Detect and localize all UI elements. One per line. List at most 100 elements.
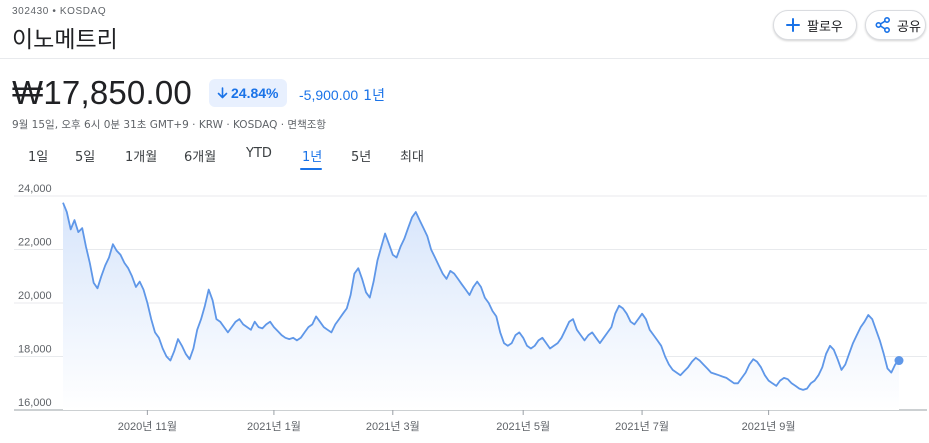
- price-point: [852, 342, 854, 344]
- price-point: [568, 321, 570, 323]
- share-button[interactable]: 공유: [865, 10, 926, 40]
- price-point: [419, 219, 421, 221]
- price-point: [588, 334, 590, 336]
- tab-6m[interactable]: 6개월: [184, 150, 217, 165]
- price-point: [265, 324, 267, 326]
- price-point: [837, 358, 839, 360]
- quote-meta: 9월 15일, 오후 6시 0분 31초 GMT+9 · KRW · KOSDA…: [12, 119, 327, 131]
- price-point: [338, 318, 340, 320]
- price-point: [85, 246, 87, 248]
- tab-1y[interactable]: 1년: [302, 150, 323, 165]
- price-point: [515, 334, 517, 336]
- price-point: [599, 342, 601, 344]
- price-point: [526, 345, 528, 347]
- x-axis: 2020년 11월 2021년 1월 2021년 3월 2021년 5월 2021년 7…: [118, 410, 796, 433]
- tab-1m[interactable]: 1개월: [125, 150, 158, 165]
- price-point: [170, 360, 172, 362]
- price-point: [868, 314, 870, 316]
- active-tab-indicator: [300, 168, 322, 170]
- price-point: [154, 332, 156, 334]
- price-point: [641, 313, 643, 315]
- price-point: [361, 278, 363, 280]
- price-point: [74, 219, 76, 221]
- price-point: [143, 289, 145, 291]
- current-price-dot: [894, 356, 904, 366]
- price-point: [427, 235, 429, 237]
- price-point: [795, 385, 797, 387]
- arrow-down-icon: [217, 87, 228, 99]
- price-point: [776, 385, 778, 387]
- price-point: [703, 364, 705, 366]
- price-point: [404, 238, 406, 240]
- price-point: [511, 342, 513, 344]
- price-point: [200, 318, 202, 320]
- price-point: [730, 380, 732, 382]
- price-point: [81, 227, 83, 229]
- price-point: [576, 329, 578, 331]
- price-point: [434, 257, 436, 259]
- price-point: [783, 377, 785, 379]
- price-point: [319, 321, 321, 323]
- price-point: [611, 326, 613, 328]
- price-point: [545, 342, 547, 344]
- price-chart[interactable]: 16,000 18,000 20,000 22,000 24,000 2020년 11월…: [0, 180, 929, 443]
- price-point: [147, 302, 149, 304]
- price-point: [480, 286, 482, 288]
- price-point: [710, 372, 712, 374]
- price-point: [304, 332, 306, 334]
- price-point: [871, 318, 873, 320]
- price-point: [856, 334, 858, 336]
- price-point: [760, 366, 762, 368]
- price-point: [530, 348, 532, 350]
- tab-ytd[interactable]: YTD: [246, 146, 272, 161]
- price-point: [595, 337, 597, 339]
- price-point: [741, 377, 743, 379]
- price-point: [683, 370, 685, 372]
- x-tick-label: 2020년 11월: [118, 420, 177, 433]
- price-point: [315, 316, 317, 318]
- company-name: 이노메트리: [12, 27, 118, 53]
- price-point: [116, 250, 118, 252]
- price-point: [657, 340, 659, 342]
- price-point: [219, 321, 221, 323]
- price-point: [442, 273, 444, 275]
- tab-1d[interactable]: 1일: [28, 150, 49, 165]
- price-point: [150, 318, 152, 320]
- price-point: [672, 369, 674, 371]
- price-point: [308, 326, 310, 328]
- price-point: [423, 227, 425, 229]
- price-point: [779, 380, 781, 382]
- price-point: [791, 383, 793, 385]
- tab-5y[interactable]: 5년: [351, 150, 372, 165]
- price-point: [887, 368, 889, 370]
- price-point: [216, 318, 218, 320]
- follow-button[interactable]: 팔로우: [773, 10, 857, 40]
- price-point: [584, 340, 586, 342]
- price-point: [346, 308, 348, 310]
- price-point: [258, 326, 260, 328]
- price-point: [691, 361, 693, 363]
- price-point: [618, 305, 620, 307]
- price-point: [239, 318, 241, 320]
- x-tick-label: 2021년 7월: [615, 420, 669, 433]
- price-point: [557, 342, 559, 344]
- price-point: [97, 288, 99, 290]
- price-point: [430, 249, 432, 251]
- price-point: [519, 332, 521, 334]
- price-point: [565, 329, 567, 331]
- price-point: [323, 326, 325, 328]
- price-point: [538, 340, 540, 342]
- price-point: [377, 259, 379, 261]
- price-point: [829, 345, 831, 347]
- tab-5d[interactable]: 5일: [75, 150, 96, 165]
- price-point: [250, 329, 252, 331]
- price-point: [883, 353, 885, 355]
- price-point: [181, 345, 183, 347]
- price-point: [104, 265, 106, 267]
- tab-max[interactable]: 최대: [400, 150, 424, 165]
- price-point: [522, 337, 524, 339]
- price-point: [875, 329, 877, 331]
- percent-change-badge: 24.84%: [209, 79, 288, 107]
- share-button-label: 공유: [897, 19, 921, 35]
- price-point: [707, 368, 709, 370]
